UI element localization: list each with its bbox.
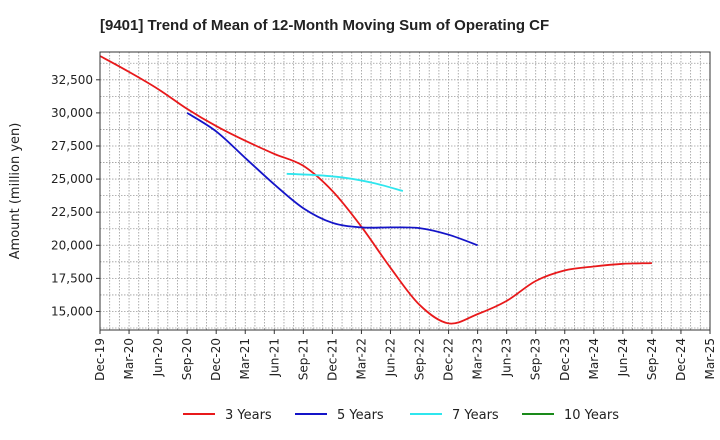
y-axis-label: Amount (million yen) xyxy=(8,123,23,260)
x-tick-label: Jun-23 xyxy=(500,338,514,377)
x-tick-label: Sep-24 xyxy=(645,338,659,380)
x-tick-label: Dec-24 xyxy=(674,338,688,381)
y-axis: 15,000 17,500 20,000 22,500 25,000 27,500 30,0… xyxy=(51,73,100,318)
x-tick-label: Mar-21 xyxy=(238,338,252,379)
x-tick-label: Sep-22 xyxy=(413,338,427,380)
x-tick-label: Jun-21 xyxy=(267,338,281,377)
x-tick-label: Mar-22 xyxy=(354,338,368,379)
x-tick-label: Mar-25 xyxy=(703,338,717,379)
x-tick-label: Mar-23 xyxy=(471,338,485,379)
x-tick-label: Sep-23 xyxy=(529,338,543,380)
y-tick-label: 15,000 xyxy=(51,304,93,318)
grid xyxy=(100,52,710,330)
plot-frame xyxy=(99,51,711,331)
series-line-7-years xyxy=(286,172,404,192)
x-tick-label: Jun-24 xyxy=(616,338,630,377)
legend-label: 5 Years xyxy=(337,408,384,423)
y-tick-label: 22,500 xyxy=(51,205,93,219)
x-tick-label: Jun-22 xyxy=(383,338,397,377)
y-tick-label: 32,500 xyxy=(51,73,93,87)
x-tick-label: Jun-20 xyxy=(151,338,165,377)
y-tick-label: 27,500 xyxy=(51,139,93,153)
x-tick-label: Sep-20 xyxy=(180,338,194,380)
legend-label: 10 Years xyxy=(564,408,619,423)
series-line-5-years xyxy=(186,112,478,247)
legend-label: 7 Years xyxy=(452,408,499,423)
legend: 3 Years 5 Years 7 Years 10 Years xyxy=(183,408,619,423)
x-tick-label: Mar-20 xyxy=(122,338,136,379)
x-tick-label: Sep-21 xyxy=(296,338,310,380)
x-tick-label: Dec-19 xyxy=(93,338,107,381)
series-lines xyxy=(99,55,652,325)
legend-label: 3 Years xyxy=(225,408,272,423)
y-tick-label: 20,000 xyxy=(51,238,93,252)
x-tick-label: Dec-20 xyxy=(209,338,223,381)
x-tick-label: Dec-22 xyxy=(442,338,456,381)
x-tick-label: Mar-24 xyxy=(587,338,601,379)
series-line-3-years xyxy=(99,55,652,325)
x-axis: Dec-19 Mar-20 Jun-20 Sep-20 Dec-20 Mar-21 Jun-… xyxy=(93,330,717,381)
y-tick-label: 30,000 xyxy=(51,106,93,120)
y-tick-label: 25,000 xyxy=(51,172,93,186)
chart-title: [9401] Trend of Mean of 12-Month Moving … xyxy=(100,17,549,34)
x-tick-label: Dec-23 xyxy=(558,338,572,381)
y-tick-label: 17,500 xyxy=(51,271,93,285)
x-tick-label: Dec-21 xyxy=(325,338,339,381)
